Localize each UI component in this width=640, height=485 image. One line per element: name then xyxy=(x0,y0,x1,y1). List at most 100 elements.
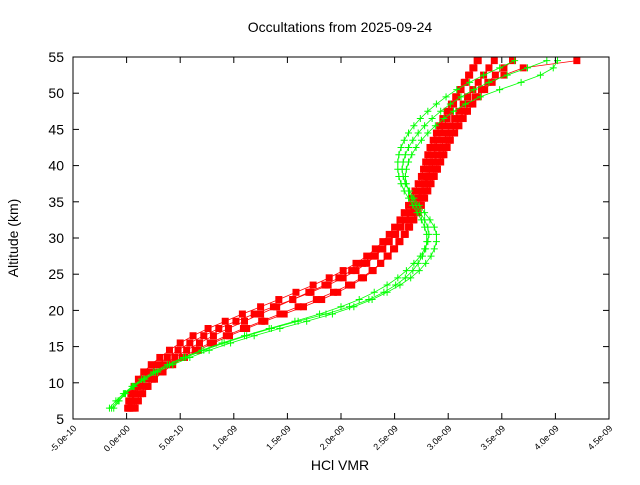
data-point-square xyxy=(431,144,439,151)
data-point-square xyxy=(411,187,419,195)
data-point-square xyxy=(238,310,246,318)
data-point-plus xyxy=(220,339,228,347)
data-point-plus xyxy=(200,346,208,354)
data-point-plus xyxy=(409,201,417,209)
data-point-square xyxy=(383,252,391,260)
data-point-plus xyxy=(422,259,430,267)
data-point-plus xyxy=(503,71,511,79)
data-point-square xyxy=(360,274,368,282)
data-point-square xyxy=(422,158,430,166)
data-point-square xyxy=(226,332,234,340)
data-point-square xyxy=(385,238,393,246)
data-point-square xyxy=(490,57,498,65)
data-point-plus xyxy=(422,245,430,253)
data-point-square xyxy=(183,346,191,354)
y-tick-label: 45 xyxy=(48,121,64,137)
data-point-square xyxy=(257,303,265,311)
data-point-square xyxy=(275,296,283,304)
data-point-square xyxy=(485,64,493,72)
y-axis-ticks: 5 10 15 20 25 30 35 40 45 50 55 xyxy=(48,49,609,427)
data-point-square xyxy=(358,259,366,267)
data-point-square xyxy=(335,274,343,282)
data-point-square xyxy=(474,78,482,86)
data-point-square xyxy=(438,151,446,159)
data-point-square xyxy=(339,274,347,282)
data-point-square xyxy=(417,172,425,180)
data-point-square xyxy=(431,165,439,173)
data-point-square xyxy=(418,194,426,202)
series-green-7 xyxy=(108,57,519,412)
data-point-plus xyxy=(346,303,354,311)
data-point-square xyxy=(377,259,385,267)
data-point-plus xyxy=(355,296,363,304)
data-point-square xyxy=(352,259,360,267)
data-point-plus xyxy=(405,194,413,202)
data-point-square xyxy=(156,353,164,361)
data-point-square xyxy=(432,129,440,137)
data-point-square xyxy=(363,259,371,267)
series-red-2 xyxy=(129,57,581,412)
data-point-square xyxy=(440,136,448,144)
data-point-square xyxy=(379,238,387,246)
data-point-plus xyxy=(182,353,190,361)
x-tick-label: 3.5e-09 xyxy=(479,423,508,452)
data-point-square xyxy=(385,230,393,238)
data-point-plus xyxy=(416,115,424,123)
data-point-square xyxy=(500,64,508,72)
data-point-square xyxy=(447,129,455,137)
data-point-plus xyxy=(536,71,544,79)
data-point-square xyxy=(379,245,387,253)
data-point-plus xyxy=(412,144,420,151)
data-point-square xyxy=(392,230,400,238)
data-point-square xyxy=(269,303,277,311)
y-tick-label: 50 xyxy=(48,85,64,101)
data-point-square xyxy=(243,325,251,332)
data-point-square xyxy=(127,397,135,405)
data-point-plus xyxy=(114,397,122,405)
y-tick-label: 20 xyxy=(48,302,64,318)
data-point-plus xyxy=(408,151,416,159)
data-point-plus xyxy=(432,238,440,246)
y-tick-label: 5 xyxy=(56,411,64,427)
data-point-plus xyxy=(417,136,425,144)
data-point-plus xyxy=(517,78,525,86)
data-point-square xyxy=(405,201,413,209)
data-point-plus xyxy=(294,317,302,325)
data-point-square xyxy=(444,136,452,144)
data-point-square xyxy=(519,64,527,72)
data-point-plus xyxy=(418,252,426,260)
data-point-plus xyxy=(421,209,429,217)
data-point-plus xyxy=(409,136,417,144)
data-point-square xyxy=(428,172,436,180)
data-point-square xyxy=(421,180,429,188)
data-point-square xyxy=(289,296,297,304)
data-point-square xyxy=(446,122,454,130)
data-point-square xyxy=(433,136,441,144)
data-point-plus xyxy=(152,368,160,376)
data-point-square xyxy=(400,209,408,217)
data-point-square xyxy=(402,216,410,224)
data-point-square xyxy=(159,368,167,376)
data-point-square xyxy=(139,390,147,398)
data-point-plus xyxy=(423,238,431,246)
data-point-plus xyxy=(511,57,519,65)
data-point-square xyxy=(292,288,300,296)
data-point-plus xyxy=(446,100,454,108)
data-point-square xyxy=(429,151,437,159)
y-tick-label: 25 xyxy=(48,266,64,282)
data-point-square xyxy=(276,310,284,318)
data-point-square xyxy=(396,216,404,224)
data-point-plus xyxy=(453,86,461,94)
data-point-square xyxy=(204,325,212,332)
data-point-plus xyxy=(394,165,402,173)
data-point-square xyxy=(150,375,158,383)
series-line xyxy=(113,60,547,409)
data-point-plus xyxy=(394,158,402,166)
data-point-square xyxy=(339,267,347,275)
data-point-plus xyxy=(461,100,469,108)
data-point-plus xyxy=(543,57,551,65)
x-tick-label: 0.0e+00 xyxy=(102,423,132,453)
data-point-square xyxy=(437,144,445,151)
data-point-square xyxy=(460,78,468,86)
